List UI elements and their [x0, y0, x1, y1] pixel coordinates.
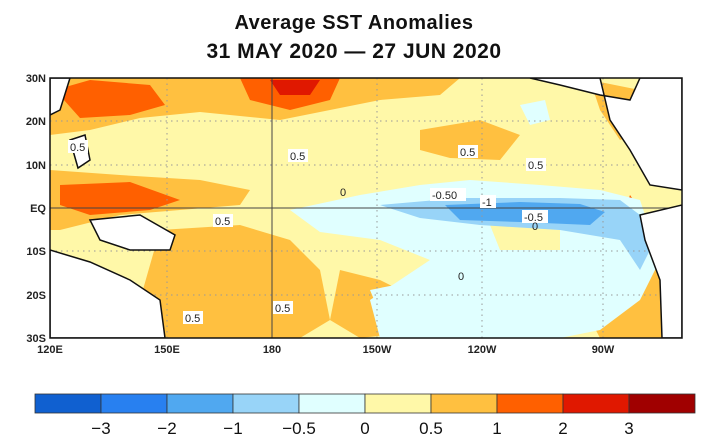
contour-label: 0	[340, 187, 346, 199]
map-field: 0.5 0.5 0.5 0.5 0.5 0.5 0.5 0 -0.50 -1 -…	[50, 78, 682, 338]
colorbar-tick-label: 3	[624, 419, 633, 438]
lon-label: 150W	[363, 344, 392, 356]
contour-label: 0.5	[460, 147, 475, 159]
colorbar-swatch	[166, 393, 234, 414]
contour-label: 0	[532, 221, 538, 233]
colorbar-tick-label: −0.5	[282, 419, 316, 438]
map-frame	[49, 77, 683, 339]
lat-label: 10S	[26, 246, 46, 258]
contour-label: 0.5	[290, 151, 305, 163]
colorbar-swatch	[100, 393, 168, 414]
colorbar-swatch	[364, 393, 432, 414]
lat-label: 10N	[26, 160, 46, 172]
colorbar-swatch	[430, 393, 498, 414]
contour-label: 0	[458, 271, 464, 283]
contour-label: 0.5	[185, 313, 200, 325]
lat-label: 20N	[26, 116, 46, 128]
contour-label: 0.5	[70, 142, 85, 154]
contour-label: -1	[482, 197, 492, 209]
lon-label: 150E	[154, 344, 180, 356]
lat-label: 20S	[26, 290, 46, 302]
colorbar-tick-label: −1	[223, 419, 242, 438]
contour-label: 0.5	[528, 160, 543, 172]
contour-label: -0.5	[524, 212, 543, 224]
colorbar-swatch	[298, 393, 366, 414]
lon-label: 120E	[37, 344, 63, 356]
colorbar-swatch	[628, 393, 696, 414]
lon-label: 120W	[468, 344, 497, 356]
map-subtitle: 31 MAY 2020 — 27 JUN 2020	[206, 40, 502, 63]
colorbar-swatch	[496, 393, 564, 414]
colorbar-tick-label: 0	[360, 419, 369, 438]
lon-label: 180	[263, 344, 281, 356]
colorbar: −3 −2 −1 −0.5 0 0.5 1 2 3	[34, 393, 696, 438]
lat-label: 30N	[26, 73, 46, 85]
colorbar-swatch	[34, 393, 102, 414]
colorbar-swatch	[232, 393, 300, 414]
lat-label: EQ	[30, 203, 46, 215]
contour-label: 0.5	[215, 216, 230, 228]
contour-label: 0.5	[275, 303, 290, 315]
map-title: Average SST Anomalies	[234, 12, 474, 34]
lon-label: 90W	[592, 344, 615, 356]
colorbar-tick-label: 0.5	[419, 419, 443, 438]
colorbar-tick-label: 1	[492, 419, 501, 438]
land-masses	[50, 78, 682, 338]
contour-label: -0.50	[432, 190, 457, 202]
colorbar-tick-label: −3	[91, 419, 110, 438]
colorbar-swatch	[562, 393, 630, 414]
colorbar-tick-label: −2	[157, 419, 176, 438]
lat-label: 30S	[26, 333, 46, 345]
colorbar-tick-label: 2	[558, 419, 567, 438]
